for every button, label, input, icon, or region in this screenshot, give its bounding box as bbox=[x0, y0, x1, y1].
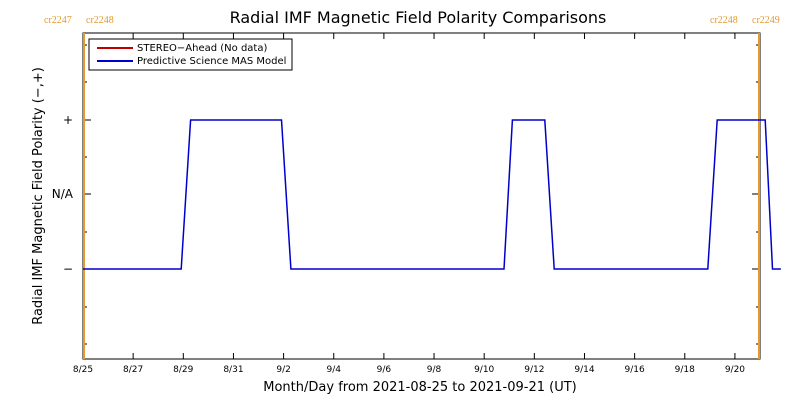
y-axis: − N/A + bbox=[52, 44, 760, 345]
series-layer bbox=[83, 119, 781, 270]
x-tick-label: 9/8 bbox=[427, 365, 442, 375]
y-tick-label: − bbox=[63, 262, 73, 276]
x-tick-label: 9/10 bbox=[474, 365, 494, 375]
series-line-mas-model bbox=[83, 119, 781, 270]
cr-label-left-1: cr2247 bbox=[44, 15, 72, 26]
legend-label-stereo: STEREO−Ahead (No data) bbox=[137, 43, 267, 54]
y-tick-label: N/A bbox=[52, 187, 74, 201]
cr-label-left-2: cr2248 bbox=[86, 15, 114, 26]
x-axis-label: Month/Day from 2021-08-25 to 2021-09-21 … bbox=[263, 380, 576, 395]
x-tick-label: 9/16 bbox=[625, 365, 645, 375]
plot-frame bbox=[82, 32, 761, 360]
x-tick-label: 9/12 bbox=[524, 365, 544, 375]
x-tick-label: 8/25 bbox=[73, 365, 93, 375]
x-tick-label: 9/14 bbox=[574, 365, 594, 375]
x-tick-label: 8/29 bbox=[173, 365, 193, 375]
legend: STEREO−Ahead (No data) Predictive Scienc… bbox=[88, 38, 293, 71]
cr-label-right-1: cr2248 bbox=[710, 15, 738, 26]
carrington-rotation-markers bbox=[83, 33, 760, 359]
x-tick-label: 8/27 bbox=[123, 365, 143, 375]
x-axis: 8/25 8/27 8/29 8/31 9/2 9/4 9/6 9/8 9/10 9/12 9/14… bbox=[73, 33, 745, 375]
cr-label-right-2: cr2249 bbox=[752, 15, 780, 26]
legend-label-mas-model: Predictive Science MAS Model bbox=[137, 56, 286, 67]
chart-title: Radial IMF Magnetic Field Polarity Compa… bbox=[230, 8, 607, 27]
x-tick-label: 9/4 bbox=[326, 365, 341, 375]
x-tick-label: 9/2 bbox=[276, 365, 290, 375]
legend-box bbox=[88, 38, 293, 71]
x-tick-label: 8/31 bbox=[223, 365, 243, 375]
x-tick-label: 9/6 bbox=[377, 365, 392, 375]
y-tick-label: + bbox=[63, 113, 73, 127]
x-tick-label: 9/20 bbox=[725, 365, 745, 375]
x-tick-label: 9/18 bbox=[675, 365, 695, 375]
y-axis-label: Radial IMF Magnetic Field Polarity (−,+) bbox=[31, 67, 46, 325]
